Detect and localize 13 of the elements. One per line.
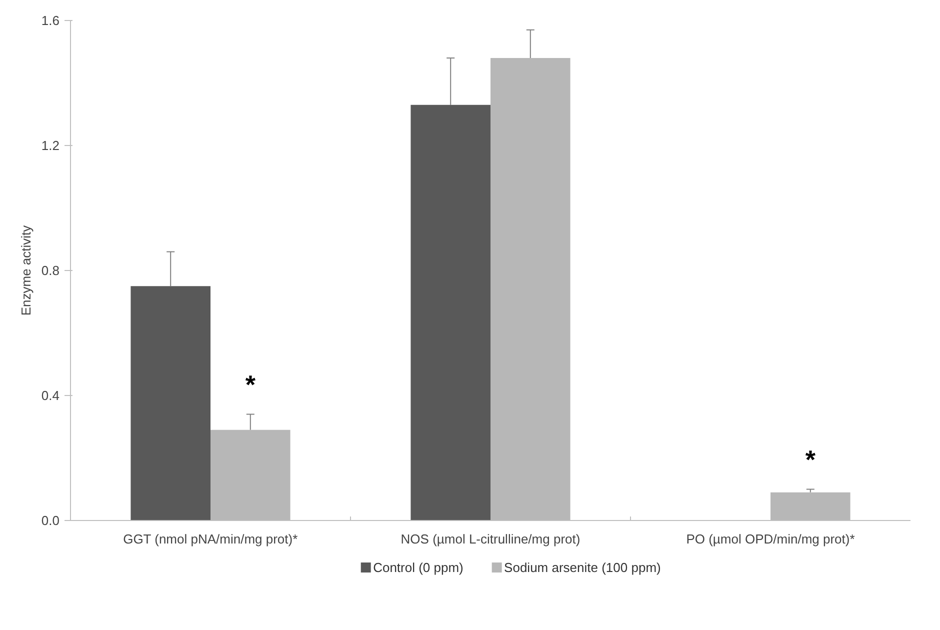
annotation: * [805,444,816,474]
y-tick-label: 0.4 [41,388,60,403]
legend-label: Sodium arsenite (100 ppm) [504,560,661,575]
x-tick-label: PO (µmol OPD/min/mg prot)* [686,532,855,546]
annotation: * [245,369,256,400]
y-tick-label: 0.8 [41,263,60,278]
x-tick-label: GGT (nmol pNA/min/mg prot)* [123,532,298,546]
x-tick-label: NOS (µmol L-citrulline/mg prot) [400,532,580,546]
legend-label: Control (0 ppm) [373,560,464,575]
y-axis-title: Enzyme activity [18,224,34,316]
y-tick-label: 0.0 [41,513,60,528]
y-tick-label: 1.6 [41,13,60,28]
y-tick-label: 1.2 [41,138,60,153]
